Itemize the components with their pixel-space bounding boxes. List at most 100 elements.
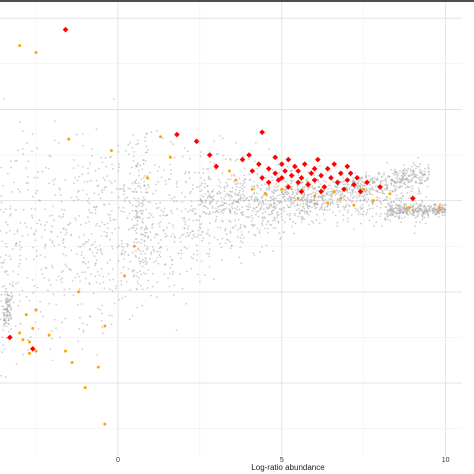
background-point [101,253,104,255]
background-point [352,179,355,182]
background-point [239,197,242,200]
background-point [4,376,7,378]
background-point [197,229,200,232]
background-point [34,208,36,211]
background-point [386,213,389,216]
background-point [343,208,346,211]
background-point [424,168,426,170]
background-point [278,232,281,235]
background-point [386,218,389,221]
background-point [268,187,271,190]
background-point [68,268,71,270]
background-point [190,205,193,207]
red-point [193,138,200,145]
background-point [116,246,119,249]
background-point [76,253,78,256]
background-point [241,241,244,244]
background-point [352,197,354,199]
background-point [383,187,386,190]
background-point [277,163,280,166]
background-point [225,202,228,205]
background-point [139,227,142,230]
background-point [403,167,406,170]
background-point [162,214,165,217]
background-point [392,209,395,212]
background-point [326,209,329,211]
background-point [418,168,421,171]
background-point [63,294,66,296]
background-point [411,185,414,187]
background-point [265,244,268,247]
background-point [199,223,201,226]
background-point [135,213,138,216]
background-point [332,202,334,205]
background-point [283,188,285,191]
background-point [144,252,147,255]
background-point [210,191,213,193]
background-point [111,268,114,271]
background-point [199,197,202,200]
background-point [358,194,361,197]
orange-point [339,196,343,200]
background-point [287,206,290,209]
background-point [289,212,292,215]
background-point [120,252,123,255]
background-point [323,207,326,209]
red-point [282,168,288,174]
orange-point [109,148,113,152]
background-point [359,177,362,179]
background-point [252,223,255,226]
background-point [292,202,295,205]
background-point [376,189,379,192]
background-point [393,211,395,214]
background-point [100,319,103,322]
background-point [157,206,160,209]
background-point [105,231,108,234]
background-point [310,200,313,203]
background-point [9,205,12,208]
background-point [357,182,359,185]
background-point [77,303,79,306]
background-point [228,209,231,212]
background-point [19,248,22,251]
background-point [264,210,267,213]
background-point [213,162,216,165]
background-point [402,169,404,172]
background-point [126,196,128,199]
background-point [308,198,310,200]
background-point [201,201,204,204]
background-point [246,208,249,211]
background-point [378,197,381,199]
background-point [418,165,420,168]
background-point [44,256,47,258]
background-point [419,163,421,166]
background-point [258,201,261,204]
background-point [360,184,363,186]
background-point [98,274,101,277]
background-point [78,275,80,278]
background-point [400,174,403,177]
background-point [301,216,304,219]
background-point [40,236,43,239]
background-point [176,180,179,183]
background-point [177,252,180,255]
background-point [122,258,125,261]
background-point [347,217,349,220]
background-point [62,242,64,244]
background-point [305,210,308,213]
background-point [187,210,190,213]
background-points [0,98,447,378]
background-point [31,214,33,217]
background-point [141,220,143,223]
background-point [392,184,395,187]
background-point [103,186,106,189]
background-point [409,211,411,214]
background-point [65,228,67,231]
background-point [53,219,55,222]
background-point [269,200,272,202]
background-point [307,171,309,173]
background-point [433,206,436,209]
background-point [114,227,116,230]
background-point [323,219,326,221]
background-point [40,268,43,271]
